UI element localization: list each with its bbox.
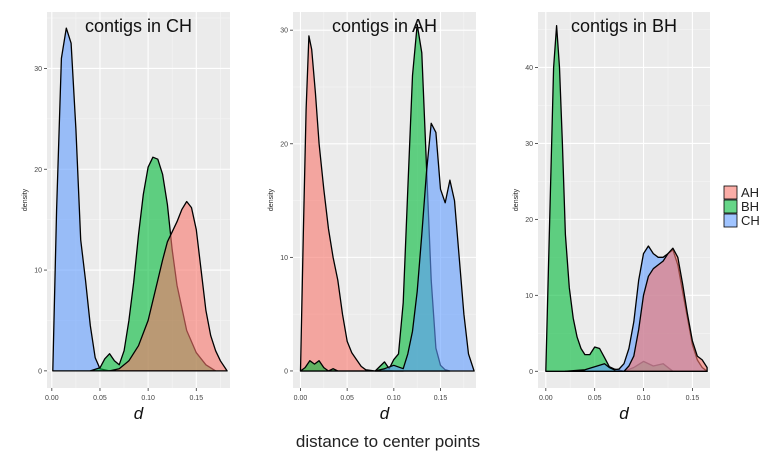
- density-area-ch: [374, 122, 475, 372]
- x-tick-label: 0.15: [189, 395, 203, 402]
- y-axis-label: density: [513, 188, 520, 211]
- y-axis-label: density: [22, 188, 29, 211]
- x-axis-label: d: [134, 404, 144, 423]
- panel-contigs-in-ch: 0.00 0.05 0.10 0.15 0 10 20 30 contigs in CH d den…: [22, 12, 230, 423]
- legend-swatch-bh: [723, 199, 738, 214]
- y-axis-label: density: [268, 188, 275, 211]
- legend-swatch-ah: [723, 185, 738, 200]
- x-tick-label: 0.05: [588, 395, 602, 402]
- panel-contigs-in-bh: 0.00 0.05 0.10 0.15 0 10 20 30 40 contigs in BH d d…: [513, 12, 710, 423]
- chart-title: contigs in BH: [571, 16, 677, 36]
- x-tick-label: 0.00: [539, 395, 553, 402]
- figure-xlabel: distance to center points: [296, 432, 480, 451]
- y-tick-label: 10: [525, 293, 533, 300]
- y-tick-label: 10: [34, 268, 42, 275]
- y-tick-label: 0: [529, 369, 533, 376]
- y-tick-label: 0: [38, 368, 42, 375]
- x-axis-label: d: [619, 404, 629, 423]
- x-tick-label: 0.00: [45, 395, 59, 402]
- x-tick-label: 0.00: [294, 395, 308, 402]
- legend-label-ch: CH: [741, 213, 760, 228]
- legend-label-ah: AH: [741, 185, 759, 200]
- x-axis-label: d: [380, 404, 390, 423]
- y-tick-label: 30: [525, 141, 533, 148]
- density-area-ah: [108, 200, 228, 372]
- legend-label-bh: BH: [741, 199, 759, 214]
- y-tick-label: 30: [34, 66, 42, 73]
- x-tick-label: 0.15: [686, 395, 700, 402]
- y-tick-label: 20: [280, 141, 288, 148]
- x-tick-label: 0.05: [340, 395, 354, 402]
- y-tick-label: 20: [34, 167, 42, 174]
- y-tick-label: 20: [525, 217, 533, 224]
- density-area-ah: [623, 247, 708, 372]
- legend-swatch-ch: [723, 213, 738, 228]
- x-tick-label: 0.10: [637, 395, 651, 402]
- y-tick-label: 10: [280, 255, 288, 262]
- x-tick-label: 0.10: [387, 395, 401, 402]
- panel-contigs-in-ah: 0.00 0.05 0.10 0.15 0 10 20 30 contigs in AH d den…: [268, 12, 476, 423]
- y-tick-label: 40: [525, 65, 533, 72]
- y-tick-label: 0: [284, 368, 288, 375]
- x-tick-label: 0.05: [93, 395, 107, 402]
- chart-title: contigs in AH: [332, 16, 437, 36]
- x-tick-label: 0.15: [434, 395, 448, 402]
- y-tick-label: 30: [280, 28, 288, 35]
- x-tick-label: 0.10: [141, 395, 155, 402]
- legend: AH BH CH: [723, 185, 760, 228]
- chart-title: contigs in CH: [85, 16, 192, 36]
